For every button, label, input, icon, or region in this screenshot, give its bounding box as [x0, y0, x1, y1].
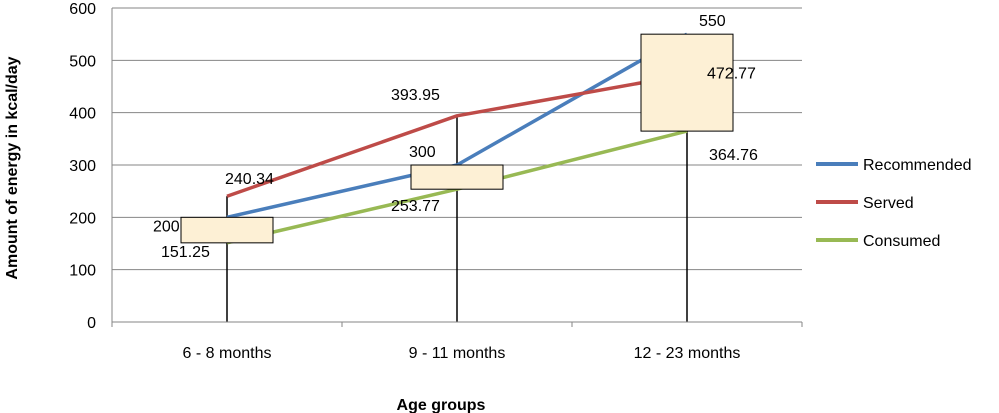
data-labels: 200 300 550 240.34 393.95 472.77 151.25 253.77 3… [153, 13, 758, 261]
y-tick-label: 500 [69, 53, 96, 70]
x-tick-label: 9 - 11 months [409, 345, 506, 362]
x-tick-label: 12 - 23 months [634, 345, 741, 362]
y-tick-label: 600 [69, 1, 96, 18]
x-axis-title: Age groups [397, 397, 486, 413]
data-label: 240.34 [225, 171, 274, 188]
up-down-bar [180, 216, 274, 244]
data-label: 550 [699, 13, 726, 30]
y-tick-label: 0 [87, 315, 96, 332]
legend-label: Recommended [863, 157, 972, 174]
legend-label: Consumed [863, 233, 940, 250]
data-label: 200 [153, 218, 180, 235]
series-line-served [226, 72, 688, 198]
legend-label: Served [863, 195, 914, 212]
data-label: 300 [409, 144, 436, 161]
up-down-bars [180, 33, 734, 244]
up-down-bar [640, 33, 734, 132]
y-tick-label: 300 [69, 158, 96, 175]
data-label: 393.95 [391, 87, 440, 104]
y-tick-label: 100 [69, 263, 96, 280]
y-tick-label: 200 [69, 210, 96, 227]
axes: 0 100 200 300 400 500 600 6 - 8 months 9 - 11 mo… [69, 1, 803, 362]
y-tick-label: 400 [69, 106, 96, 123]
data-label: 253.77 [391, 198, 440, 215]
legend: Recommended Served Consumed [816, 157, 972, 250]
data-label: 364.76 [709, 147, 758, 164]
x-tick-label: 6 - 8 months [183, 345, 272, 362]
data-label: 151.25 [161, 244, 210, 261]
data-label: 472.77 [707, 66, 756, 83]
y-axis-title: Amount of energy in kcal/day [4, 56, 21, 279]
up-down-bar [410, 164, 504, 190]
